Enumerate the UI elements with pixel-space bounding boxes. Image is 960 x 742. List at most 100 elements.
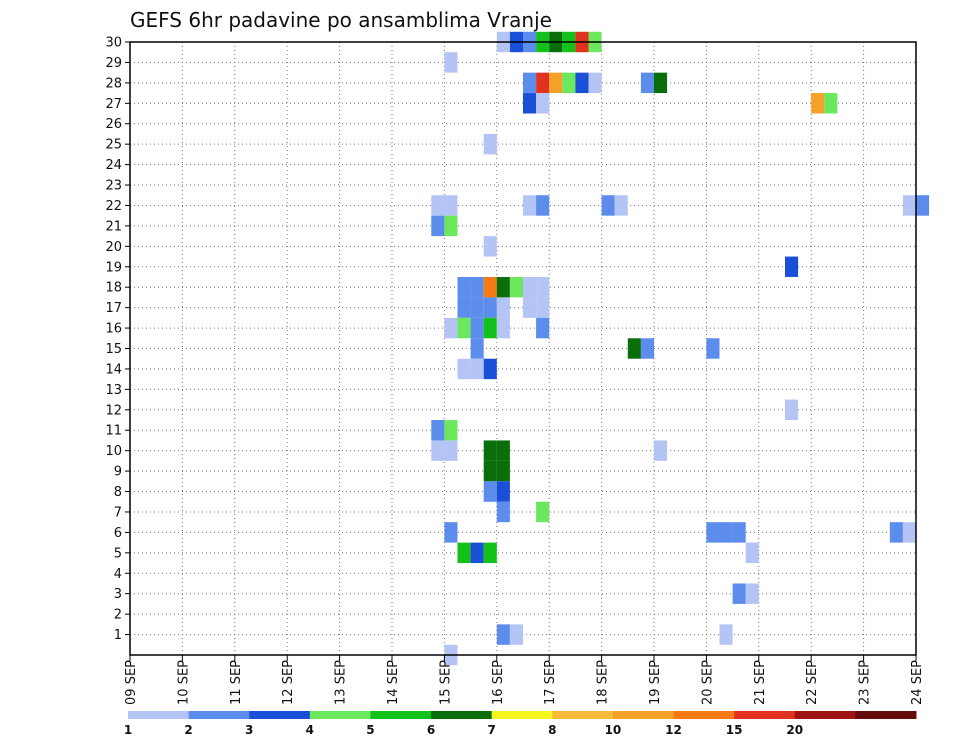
heatmap-cell: [536, 93, 550, 114]
heatmap-cell: [483, 133, 497, 155]
heatmap-cell: [470, 542, 484, 564]
heatmap-cell: [627, 338, 641, 359]
x-tick-label: 16 SEP: [491, 660, 506, 705]
legend-swatch: [673, 711, 735, 719]
heatmap-cell: [536, 195, 550, 216]
heatmap-cell: [536, 501, 550, 523]
heatmap-cell: [523, 72, 537, 94]
heatmap-cells: [431, 31, 930, 666]
heatmap-cell: [640, 338, 654, 359]
heatmap-cell: [470, 276, 484, 298]
y-tick-label: 15: [105, 342, 122, 357]
heatmap-cell: [457, 542, 471, 564]
legend-label: 6: [427, 723, 435, 737]
heatmap-cell: [483, 236, 497, 257]
heatmap-cell: [811, 93, 825, 114]
y-tick-label: 16: [105, 322, 122, 337]
x-tick-label: 13 SEP: [334, 660, 349, 705]
y-tick-label: 11: [105, 424, 122, 439]
x-tick-label: 17 SEP: [543, 660, 558, 705]
heatmap-cell: [457, 297, 471, 318]
x-tick-label: 09 SEP: [124, 660, 139, 705]
grid-lines: [130, 42, 916, 655]
heatmap-cell: [444, 440, 458, 461]
y-tick-label: 2: [114, 608, 122, 623]
y-tick-label: 24: [105, 158, 122, 173]
x-tick-label: 15 SEP: [438, 660, 453, 705]
legend-swatch: [309, 711, 371, 719]
color-legend: 1 2 3 4 5 6 7 8 10 12 15 20: [124, 711, 917, 737]
heatmap-cell: [496, 317, 510, 339]
legend-swatch: [855, 711, 917, 719]
heatmap-cell: [444, 317, 458, 339]
y-tick-label: 17: [105, 301, 122, 316]
heatmap-cell: [536, 297, 550, 318]
x-tick-label: 10 SEP: [176, 660, 191, 705]
heatmap-cell: [509, 624, 523, 645]
heatmap-cell: [483, 276, 497, 298]
x-tick-label: 11 SEP: [229, 660, 244, 705]
y-tick-label: 30: [105, 36, 122, 51]
x-tick-label: 21 SEP: [753, 660, 768, 705]
legend-label: 3: [245, 723, 253, 737]
heatmap-cell: [470, 317, 484, 339]
heatmap-cell: [496, 440, 510, 461]
legend-label: 8: [548, 723, 556, 737]
heatmap-cell: [496, 481, 510, 502]
heatmap-cell: [496, 460, 510, 482]
y-tick-label: 14: [105, 362, 122, 377]
x-tick-label: 12 SEP: [281, 660, 296, 705]
heatmap-cell: [614, 195, 628, 216]
heatmap-cell: [457, 317, 471, 339]
heatmap-cell: [745, 583, 759, 604]
heatmap-cell: [496, 624, 510, 645]
heatmap-cell: [444, 420, 458, 441]
heatmap-cell: [902, 195, 916, 216]
heatmap-cell: [902, 522, 916, 543]
heatmap-cell: [444, 215, 458, 237]
heatmap-cell: [745, 542, 759, 564]
heatmap-cell: [523, 93, 537, 114]
heatmap-cell: [719, 522, 733, 543]
heatmap-cell: [785, 256, 799, 277]
x-tick-label: 20 SEP: [700, 660, 715, 705]
legend-label: 5: [366, 723, 374, 737]
heatmap-cell: [483, 481, 497, 502]
heatmap-cell: [588, 72, 602, 94]
y-tick-label: 10: [105, 444, 122, 459]
y-tick-label: 27: [105, 97, 122, 112]
heatmap-cell: [444, 195, 458, 216]
heatmap-cell: [444, 52, 458, 73]
y-tick-label: 19: [105, 260, 122, 275]
legend-swatch: [188, 711, 250, 719]
heatmap-cell: [536, 276, 550, 298]
heatmap-cell: [431, 215, 445, 237]
y-axis-ticks: 1234567891011121314151617181920212223242…: [105, 36, 130, 643]
legend-label: 7: [488, 723, 496, 737]
legend-label: 10: [605, 723, 622, 737]
y-tick-label: 3: [114, 587, 122, 602]
x-tick-label: 19 SEP: [648, 660, 663, 705]
y-tick-label: 4: [114, 567, 122, 582]
heatmap-cell: [457, 276, 471, 298]
x-axis-ticks: 09 SEP 10 SEP 11 SEP 12 SEP 13 SEP 14 SEP 15 S…: [124, 655, 925, 705]
heatmap-cell: [562, 72, 576, 94]
legend-label: 20: [786, 723, 803, 737]
heatmap-cell: [483, 358, 497, 380]
x-tick-label: 22 SEP: [805, 660, 820, 705]
heatmap-cell: [732, 522, 746, 543]
y-tick-label: 13: [105, 383, 122, 398]
legend-label: 15: [726, 723, 743, 737]
y-tick-label: 29: [105, 56, 122, 71]
legend-label: 4: [306, 723, 314, 737]
legend-swatch: [431, 711, 493, 719]
x-tick-label: 24 SEP: [910, 660, 925, 705]
heatmap-cell: [889, 522, 903, 543]
y-tick-label: 23: [105, 179, 122, 194]
heatmap-cell: [601, 195, 615, 216]
y-tick-label: 1: [114, 628, 122, 643]
y-tick-label: 9: [114, 465, 122, 480]
heatmap-cell: [654, 72, 668, 94]
heatmap-cell: [470, 358, 484, 380]
